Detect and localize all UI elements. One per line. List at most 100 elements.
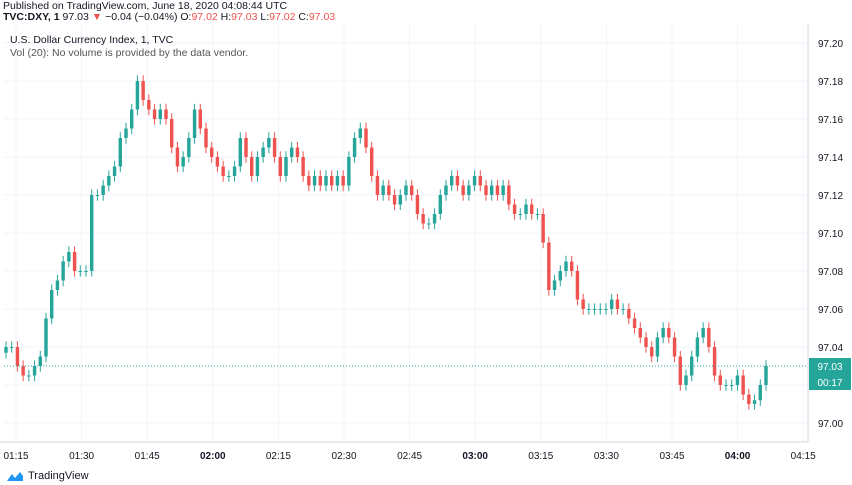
candle-body: [495, 185, 500, 195]
candle-body: [364, 128, 368, 148]
x-tick-label: 04:15: [791, 451, 816, 462]
candle-body: [747, 394, 751, 404]
x-tick-label: 02:30: [331, 451, 356, 462]
candle-body: [210, 147, 214, 157]
volume-note: Vol (20): No volume is provided by the d…: [10, 47, 249, 59]
candle-body: [735, 375, 740, 385]
x-tick-label: 02:45: [397, 451, 422, 462]
low-value: 97.02: [269, 11, 296, 23]
candle-body: [158, 109, 162, 119]
candle-body: [335, 176, 340, 186]
candle-body: [295, 147, 300, 157]
candle-body: [587, 309, 591, 310]
candle-body: [695, 337, 700, 357]
x-tick-label: 02:15: [266, 451, 291, 462]
logo-text: TradingView: [28, 470, 89, 482]
candle-body: [170, 119, 174, 148]
candle-body: [450, 176, 454, 186]
change-value: −0.04 (−0.04%): [105, 11, 178, 23]
candle-body: [78, 271, 82, 272]
candle-body: [118, 138, 122, 167]
candle-body: [570, 261, 574, 271]
candle-body: [535, 214, 540, 215]
quote-line: TVC:DXY, 1 97.03 ▼ −0.04 (−0.04%) O:97.0…: [3, 11, 335, 23]
candle-body: [501, 185, 505, 195]
candle-body: [610, 299, 614, 309]
candle-body: [95, 195, 100, 196]
candle-body: [107, 176, 111, 186]
countdown-label: 00:17: [817, 378, 842, 389]
candle-body: [221, 166, 225, 176]
candle-body: [44, 318, 48, 357]
candle-body: [67, 252, 71, 262]
last-price-badge: [809, 358, 851, 374]
candle-body: [32, 366, 37, 376]
tradingview-logo-icon: [7, 472, 23, 481]
countdown-badge: [809, 374, 851, 390]
candle-body: [175, 147, 180, 167]
published-line: Published on TradingView.com, June 18, 2…: [3, 0, 288, 12]
y-tick-label: 97.04: [818, 343, 843, 354]
candle-body: [421, 214, 425, 224]
candle-body: [581, 299, 585, 309]
candle-body: [15, 347, 20, 366]
candle-body: [541, 214, 545, 243]
tradingview-logo[interactable]: TradingView: [6, 470, 89, 482]
candle-body: [518, 214, 522, 215]
x-tick-label: 03:30: [594, 451, 619, 462]
candle-body: [415, 195, 420, 214]
x-tick-label: 04:00: [725, 451, 751, 462]
x-tick-label: 03:15: [528, 451, 553, 462]
candle-body: [701, 328, 705, 338]
candle-body: [192, 109, 197, 138]
candle-body: [392, 195, 397, 205]
candle-body: [261, 147, 265, 157]
candle-body: [724, 385, 728, 386]
candle-body: [484, 185, 488, 195]
candle-body: [410, 185, 414, 195]
candle-body: [444, 185, 448, 195]
candle-body: [141, 81, 145, 100]
candle-body: [684, 375, 688, 385]
candle-body: [255, 157, 260, 176]
candle-body: [284, 157, 288, 176]
x-tick-label: 01:15: [3, 451, 28, 462]
candle-body: [232, 166, 237, 176]
candle-body: [90, 195, 94, 271]
candle-body: [621, 309, 625, 310]
candle-body: [181, 157, 185, 167]
candle-body: [244, 138, 248, 157]
candle-body: [84, 271, 88, 272]
candle-body: [135, 81, 140, 110]
candle-body: [547, 242, 551, 290]
candle-body: [604, 309, 608, 310]
close-label: C:: [298, 11, 309, 23]
candlestick-chart[interactable]: 97.0097.0297.0497.0697.0897.1097.1297.14…: [0, 24, 852, 470]
candle-body: [627, 309, 631, 319]
y-tick-label: 97.20: [818, 39, 843, 50]
candle-body: [615, 299, 620, 309]
y-tick-label: 97.18: [818, 77, 843, 88]
candle-body: [72, 252, 77, 271]
candle-body: [250, 157, 254, 176]
y-tick-label: 97.06: [818, 305, 843, 316]
candle-body: [490, 185, 494, 195]
open-value: 97.02: [191, 11, 218, 23]
candle-body: [55, 280, 60, 290]
x-tick-label: 03:45: [659, 451, 684, 462]
high-value: 97.03: [231, 11, 258, 23]
candle-body: [507, 185, 511, 205]
candle-body: [4, 347, 8, 353]
candle-body: [758, 385, 762, 401]
last-value: 97.03: [62, 11, 89, 23]
candle-body: [552, 280, 557, 290]
x-tick-label: 03:00: [462, 451, 488, 462]
candle-body: [638, 328, 642, 338]
candle-body: [352, 138, 357, 157]
candle-body: [730, 385, 734, 386]
candle-body: [661, 328, 665, 338]
candle-body: [398, 195, 402, 205]
y-tick-label: 97.16: [818, 115, 843, 126]
candle-body: [461, 185, 465, 195]
x-tick-label: 01:45: [135, 451, 160, 462]
